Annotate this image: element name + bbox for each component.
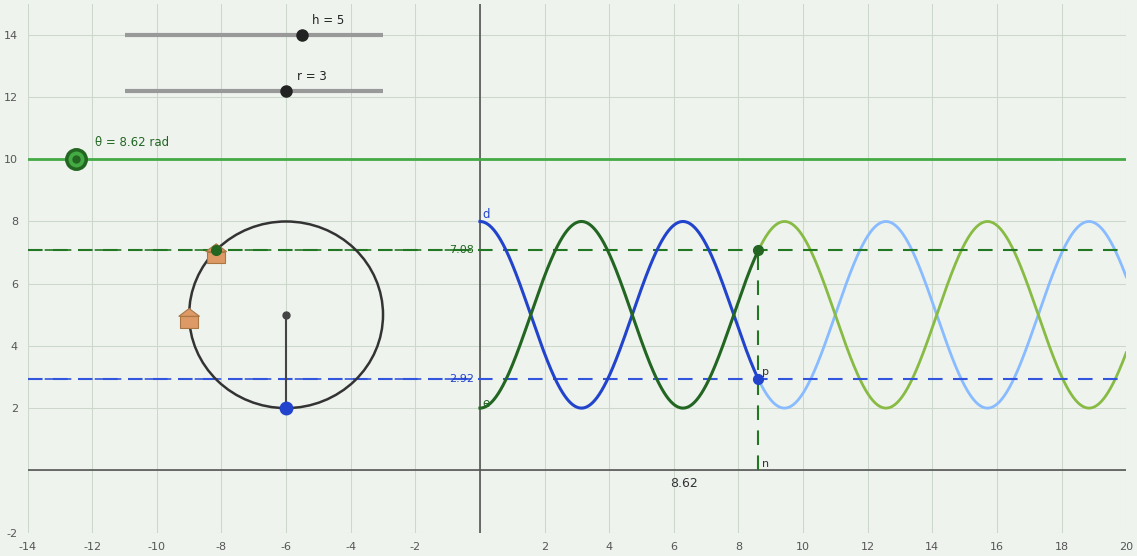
Text: d: d	[482, 208, 490, 221]
Text: 8.62: 8.62	[670, 478, 698, 490]
Polygon shape	[180, 316, 198, 327]
Polygon shape	[207, 252, 225, 263]
Text: p: p	[762, 367, 769, 377]
Text: e: e	[482, 396, 490, 410]
Text: 2.92: 2.92	[449, 375, 474, 385]
Text: n: n	[762, 459, 769, 469]
Text: r = 3: r = 3	[297, 70, 326, 83]
Text: h = 5: h = 5	[312, 14, 345, 27]
Text: θ = 8.62 rad: θ = 8.62 rad	[96, 136, 169, 149]
Polygon shape	[206, 244, 226, 252]
Text: 7.08: 7.08	[449, 245, 474, 255]
Polygon shape	[179, 309, 200, 316]
